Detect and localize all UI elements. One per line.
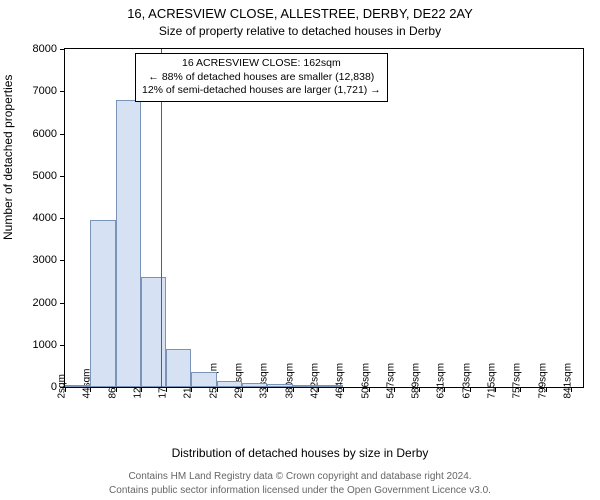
footer-copyright: Contains HM Land Registry data © Crown c… [0, 471, 600, 482]
xtick-label: 422sqm [309, 363, 320, 399]
x-axis-label: Distribution of detached houses by size … [0, 446, 600, 460]
ytick-mark [60, 176, 65, 177]
ytick-label: 2000 [33, 297, 57, 309]
annotation-line2: ← 88% of detached houses are smaller (12… [142, 71, 381, 85]
histogram-bar [166, 349, 191, 387]
histogram-bar [318, 385, 343, 387]
xtick-label: 715sqm [487, 363, 498, 399]
histogram-bar [90, 220, 115, 387]
xtick-label: 631sqm [436, 363, 447, 399]
histogram-bar [242, 383, 267, 387]
y-axis-label: Number of detached properties [1, 75, 15, 240]
histogram-bar [141, 277, 166, 387]
footer-license: Contains public sector information licen… [0, 485, 600, 496]
ytick-label: 3000 [33, 254, 57, 266]
ytick-label: 4000 [33, 212, 57, 224]
xtick-label: 338sqm [259, 363, 270, 399]
ytick-label: 1000 [33, 339, 57, 351]
xtick-label: 757sqm [512, 363, 523, 399]
chart-title: 16, ACRESVIEW CLOSE, ALLESTREE, DERBY, D… [0, 6, 600, 21]
ytick-mark [60, 218, 65, 219]
ytick-mark [60, 345, 65, 346]
xtick-label: 589sqm [411, 363, 422, 399]
ytick-mark [60, 49, 65, 50]
xtick-label: 841sqm [562, 363, 573, 399]
histogram-bar [267, 384, 292, 387]
xtick-label: 506sqm [360, 363, 371, 399]
ytick-mark [60, 91, 65, 92]
histogram-bar [65, 385, 90, 387]
xtick-label: 673sqm [461, 363, 472, 399]
ytick-mark [60, 303, 65, 304]
ytick-label: 7000 [33, 85, 57, 97]
ytick-label: 8000 [33, 43, 57, 55]
histogram-bar [293, 385, 318, 387]
ytick-label: 6000 [33, 128, 57, 140]
histogram-bar [116, 100, 141, 387]
xtick-label: 547sqm [385, 363, 396, 399]
ytick-mark [60, 134, 65, 135]
plot-area: 0100020003000400050006000700080002sqm44s… [64, 48, 584, 388]
histogram-bar [191, 372, 216, 387]
annotation-line3: 12% of semi-detached houses are larger (… [142, 84, 381, 98]
xtick-label: 799sqm [537, 363, 548, 399]
annotation-line1: 16 ACRESVIEW CLOSE: 162sqm [142, 57, 381, 71]
histogram-bar [217, 381, 242, 387]
xtick-label: 380sqm [284, 363, 295, 399]
chart-container: 16, ACRESVIEW CLOSE, ALLESTREE, DERBY, D… [0, 0, 600, 500]
ytick-mark [60, 260, 65, 261]
chart-subtitle: Size of property relative to detached ho… [0, 24, 600, 38]
annotation-box: 16 ACRESVIEW CLOSE: 162sqm← 88% of detac… [135, 53, 388, 102]
xtick-label: 464sqm [335, 363, 346, 399]
ytick-label: 5000 [33, 170, 57, 182]
